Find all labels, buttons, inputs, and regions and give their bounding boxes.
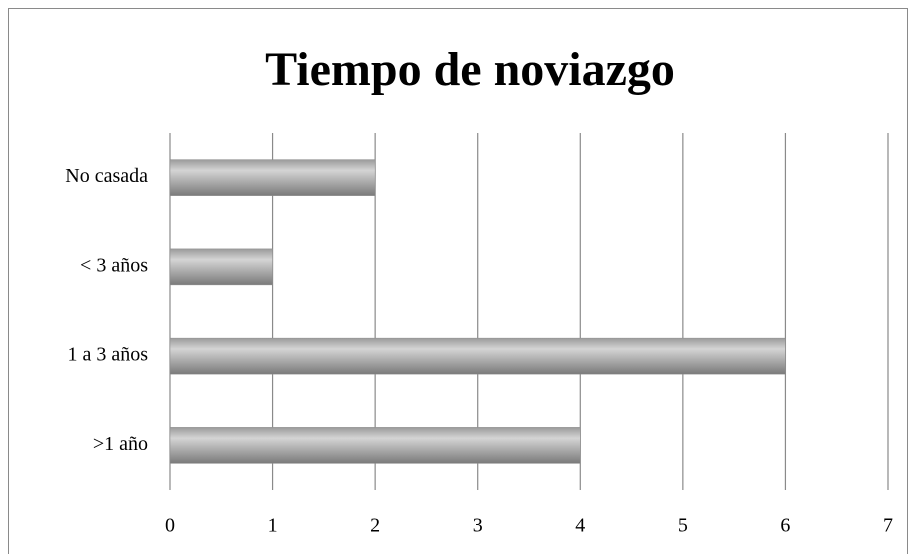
chart-title: Tiempo de noviazgo: [265, 43, 675, 96]
x-tick-label: 5: [678, 515, 688, 537]
bar: [169, 337, 786, 375]
bar: [169, 248, 273, 286]
chart-border: [8, 8, 908, 559]
bar: [169, 159, 376, 196]
x-tick-label: 1: [268, 515, 278, 537]
x-tick-label: 4: [575, 515, 585, 537]
y-tick-label: >1 año: [93, 433, 148, 455]
bar: [169, 427, 581, 464]
y-tick-label: No casada: [65, 165, 148, 187]
x-tick-label: 6: [780, 515, 790, 537]
x-tick-label: 2: [370, 515, 380, 537]
y-tick-label: 1 a 3 años: [67, 344, 148, 366]
y-tick-label: < 3 años: [80, 254, 148, 276]
x-tick-label: 7: [883, 515, 893, 537]
x-tick-label: 3: [473, 515, 483, 537]
x-tick-label: 0: [165, 515, 175, 537]
